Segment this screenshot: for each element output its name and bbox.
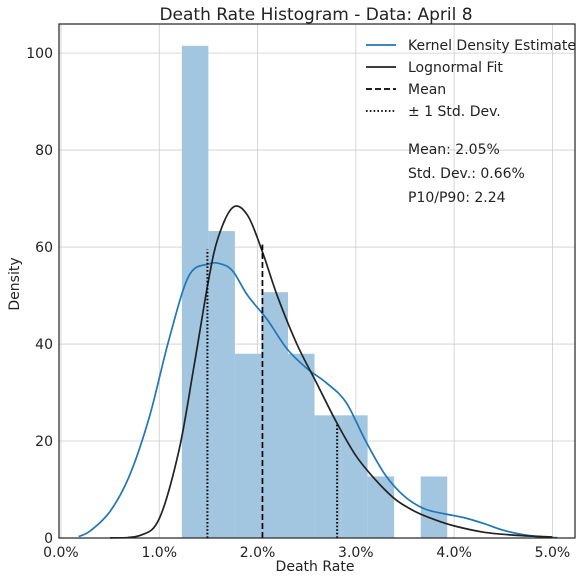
histogram-bars [181,45,448,539]
histogram-bar [234,353,262,538]
x-tick-label: 0.0% [43,545,79,561]
x-tick-label: 4.0% [436,545,472,561]
y-tick-label: 0 [44,531,53,547]
chart-title: Death Rate Histogram - Data: April 8 [159,5,472,25]
histogram-bar [420,476,448,538]
legend-label: Mean [408,82,446,98]
stats-annotation: Std. Dev.: 0.66% [408,166,525,182]
kde-curve [78,261,558,539]
legend-label: ± 1 Std. Dev. [408,104,501,120]
histogram-bar [288,353,315,538]
histogram-bar [261,292,289,538]
histogram-bar [181,45,209,539]
reference-lines [206,244,339,538]
legend-label: Lognormal Fit [408,60,503,76]
y-tick-label: 20 [35,434,53,450]
stats-annotation: P10/P90: 2.24 [408,190,506,206]
histogram-bar [208,231,235,538]
grid [59,24,575,539]
stats-annotations: Mean: 2.05% Std. Dev.: 0.66% P10/P90: 2.24 [408,142,525,206]
x-tick-label: 2.0% [240,545,276,561]
x-tick-label: 5.0% [535,545,571,561]
legend-label: Kernel Density Estimate [408,38,576,54]
y-axis-ticks: 0 20 40 60 80 100 [26,46,53,547]
density-curves [78,205,558,539]
plot-frame [58,23,576,539]
histogram-bar [341,415,368,538]
lognormal-fit-curve [110,205,553,539]
y-axis-label: Density [7,257,23,310]
x-tick-label: 1.0% [141,545,177,561]
x-tick-label: 3.0% [338,545,374,561]
y-tick-label: 80 [35,143,53,159]
x-axis-label: Death Rate [276,559,355,575]
legend: Kernel Density Estimate Lognormal Fit Mean… [366,38,576,120]
y-tick-label: 40 [35,337,53,353]
x-axis-ticks: 0.0% 1.0% 2.0% 3.0% 4.0% 5.0% [43,545,570,561]
y-tick-label: 60 [35,240,53,256]
y-tick-label: 100 [26,46,53,62]
stats-annotation: Mean: 2.05% [408,142,500,158]
